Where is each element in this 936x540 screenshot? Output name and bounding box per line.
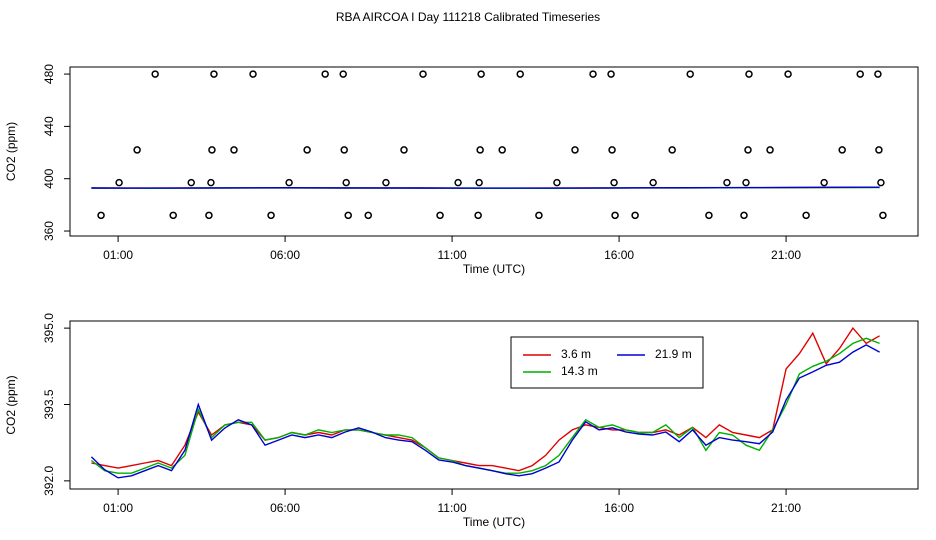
legend-box [510,336,704,389]
plot-frame [69,320,919,490]
x-tick-label: 21:00 [771,248,801,262]
data-point [784,70,792,78]
data-point [649,178,657,187]
data-point [589,70,597,78]
x-tick-label: 11:00 [438,501,467,515]
legend-label: 21.9 m [655,347,692,361]
x-tick-label: 06:00 [270,501,300,515]
data-point [97,211,105,220]
data-point [610,178,618,187]
data-point [874,70,882,78]
data-point [115,178,123,187]
data-point [856,70,864,78]
data-point [205,211,213,220]
data-point [820,178,828,187]
data-point [571,146,579,154]
data-point [344,211,352,220]
data-point [364,211,373,220]
data-point [607,70,615,78]
data-point [553,178,561,187]
data-point [686,70,694,78]
data-point [516,70,524,78]
data-point [498,146,506,154]
data-point [187,178,195,187]
data-point [838,146,846,154]
data-point [169,211,177,220]
x-tick-label: 16:00 [604,248,634,262]
data-point [382,178,390,187]
data-point [740,211,748,220]
x-axis-title: Time (UTC) [463,515,525,529]
x-tick-label: 16:00 [604,501,634,515]
data-point [611,211,619,220]
y-tick-label: 395.0 [42,313,56,343]
data-point [436,211,444,220]
y-tick-label: 393.5 [42,389,56,419]
data-point [133,146,141,154]
data-point [285,178,293,187]
series-line [91,326,880,472]
data-point [723,178,731,187]
data-point [207,178,215,187]
x-axis-title: Time (UTC) [463,262,525,276]
data-point [742,178,750,187]
x-tick-label: 06:00 [270,248,300,262]
data-point [631,211,639,220]
data-point [303,146,311,154]
y-tick-label: 480 [42,64,56,84]
series-line [90,344,880,479]
data-point [208,146,216,154]
data-point [802,211,810,220]
data-point [474,211,482,220]
data-point [877,178,885,187]
data-point [342,178,350,187]
data-point [705,211,713,220]
y-tick-label: 360 [42,221,56,241]
x-tick-label: 01:00 [103,501,133,515]
data-point [608,146,616,154]
series-line [91,186,880,189]
y-axis-title: CO2 (ppm) [4,375,18,434]
data-point [151,70,159,78]
data-point [535,211,543,220]
data-point [477,70,485,78]
data-point [321,70,329,78]
data-point [668,146,676,154]
data-point [339,70,347,78]
data-point [766,146,774,154]
y-tick-label: 400 [42,168,56,188]
data-point [476,146,484,154]
data-point [879,211,887,220]
x-tick-label: 11:00 [438,248,467,262]
plot-frame [69,66,919,237]
data-point [267,211,275,220]
x-tick-label: 01:00 [103,248,133,262]
legend-label: 14.3 m [561,364,598,378]
data-point [744,146,752,154]
data-point [454,178,462,187]
data-point [340,146,348,154]
data-point [230,146,238,154]
data-point [249,70,257,78]
series-line [90,337,880,474]
data-point [400,146,408,154]
data-point [475,178,483,187]
y-axis-title: CO2 (ppm) [4,122,18,181]
data-point [210,70,218,78]
data-point [875,146,883,154]
legend-label: 3.6 m [561,347,591,361]
chart-title: RBA AIRCOA I Day 111218 Calibrated Times… [336,10,600,24]
data-point [745,70,753,78]
y-tick-label: 440 [42,116,56,136]
x-tick-label: 21:00 [771,501,801,515]
y-tick-label: 392.0 [42,466,56,496]
data-point [419,70,427,78]
